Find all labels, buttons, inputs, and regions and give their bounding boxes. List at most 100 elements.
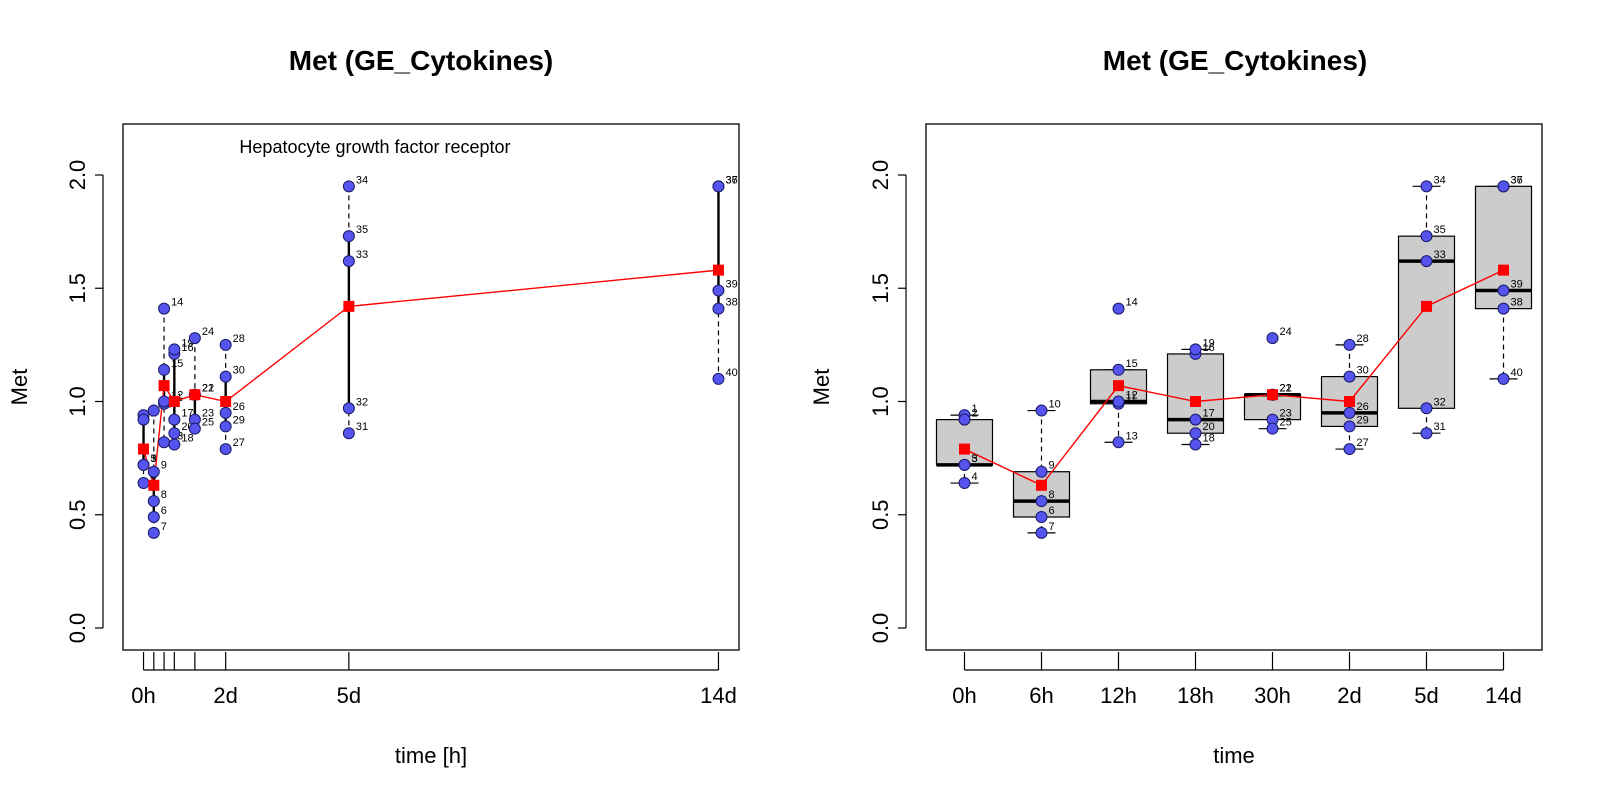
left-point-label: 35 [356, 224, 368, 236]
left-plot-frame [122, 123, 740, 651]
right-x-tick-label: 6h [1029, 683, 1053, 708]
right-data-point [1420, 230, 1433, 243]
right-point-label: 21 [1280, 383, 1292, 395]
left-data-point [342, 402, 355, 415]
right-data-point [1266, 422, 1279, 435]
left-data-point [158, 395, 171, 408]
right-mean-marker [1113, 380, 1124, 392]
left-point-label: 28 [233, 333, 245, 345]
left-scatter-panel: Met (GE_Cytokines) Hepatocyte growth fac… [7, 45, 740, 768]
right-data-marks: 1234567891011121314151617181920212223242… [958, 174, 1523, 539]
right-point-label: 15 [1126, 358, 1138, 370]
left-axes: 0.0 0.5 1.0 1.5 2.0 0h 2d 5d 14d [65, 160, 737, 708]
right-data-point [1035, 511, 1048, 524]
left-data-point [168, 427, 181, 440]
left-point-label: 24 [202, 326, 214, 338]
left-data-marks: 1234567891011121314151617181920212223242… [137, 174, 738, 539]
right-data-point [1035, 404, 1048, 417]
right-y-tick-label: 1.0 [868, 386, 893, 417]
right-boxplot-panel: Met (GE_Cytokines) time Met 0.0 0.5 1.0 1.5… [809, 45, 1543, 768]
left-point-label: 33 [356, 249, 368, 261]
left-data-point [137, 458, 150, 471]
right-data-point [1420, 255, 1433, 268]
left-point-label: 38 [725, 297, 737, 309]
left-x-tick-label: 14d [700, 683, 737, 708]
right-x-tick-label: 14d [1485, 683, 1522, 708]
right-data-point [1035, 495, 1048, 508]
left-data-point [712, 284, 725, 297]
left-data-point [137, 413, 150, 426]
left-data-point [188, 422, 201, 435]
right-data-point [1343, 443, 1356, 456]
left-mean-marker [148, 479, 160, 491]
left-data-point [712, 372, 725, 385]
right-point-label: 22 [1280, 383, 1292, 395]
left-x-tick-label: 2d [213, 683, 237, 708]
left-point-label: 25 [202, 417, 214, 429]
left-data-point [147, 526, 160, 539]
right-chart-title: Met (GE_Cytokines) [1103, 45, 1368, 76]
left-point-label: 29 [233, 414, 245, 426]
right-x-tick-label: 18h [1177, 683, 1214, 708]
right-point-label: 5 [972, 453, 978, 465]
right-boxes [935, 185, 1533, 534]
right-data-point [1189, 343, 1202, 356]
left-point-label: 9 [161, 460, 167, 472]
left-data-point [342, 230, 355, 243]
right-point-label: 38 [1511, 297, 1523, 309]
right-point-label: 19 [1203, 337, 1215, 349]
right-data-point [1035, 526, 1048, 539]
right-y-tick-label: 0.5 [868, 499, 893, 530]
left-point-label: 26 [233, 401, 245, 413]
right-point-label: 6 [1049, 505, 1055, 517]
left-data-point [219, 370, 232, 383]
right-data-point [958, 477, 971, 490]
right-x-tick-label: 5d [1414, 683, 1438, 708]
right-mean-marker [1267, 389, 1278, 401]
right-point-label: 1 [972, 403, 978, 415]
right-point-label: 29 [1357, 414, 1369, 426]
left-chart-annotation: Hepatocyte growth factor receptor [239, 137, 510, 157]
right-x-axis-label: time [1213, 743, 1255, 768]
left-mean-marker [220, 396, 232, 407]
right-mean-marker [1344, 396, 1355, 407]
left-data-point [137, 477, 150, 490]
left-point-label: 30 [233, 365, 245, 377]
left-data-point [342, 427, 355, 440]
right-y-tick-label: 1.5 [868, 273, 893, 304]
right-point-label: 37 [1511, 174, 1523, 186]
right-point-label: 32 [1434, 396, 1446, 408]
right-data-point [1497, 372, 1510, 385]
left-point-label: 8 [161, 489, 167, 501]
left-data-point [158, 436, 171, 449]
left-data-point [147, 495, 160, 508]
right-box [1012, 471, 1071, 518]
right-point-label: 14 [1126, 297, 1138, 309]
right-mean-marker [1190, 396, 1201, 407]
right-x-tick-label: 2d [1337, 683, 1361, 708]
left-point-label: 6 [161, 505, 167, 517]
left-data-point [147, 465, 160, 478]
left-data-point [147, 404, 160, 417]
left-x-tick-label: 5d [337, 683, 361, 708]
left-y-tick-label: 0.5 [65, 499, 90, 530]
left-point-label: 5 [151, 453, 157, 465]
right-mean-marker [1421, 300, 1432, 312]
right-x-tick-label: 0h [952, 683, 976, 708]
right-mean-marker [959, 443, 970, 455]
right-point-label: 9 [1049, 460, 1055, 472]
left-mean-marker [158, 380, 170, 392]
left-data-point [712, 180, 725, 193]
left-point-label: 16 [181, 342, 193, 354]
left-mean-marker [712, 264, 724, 276]
left-y-axis-label: Met [7, 369, 32, 406]
left-y-tick-label: 1.0 [65, 386, 90, 417]
right-point-label: 13 [1126, 430, 1138, 442]
right-axes: 0.0 0.5 1.0 1.5 2.0 0h 6h 12h 18h 30h 2d 5d 14d [868, 160, 1522, 708]
right-data-point [1112, 302, 1125, 315]
left-point-label: 39 [725, 279, 737, 291]
right-mean-line [964, 269, 1504, 487]
left-data-point [168, 343, 181, 356]
right-data-point [1112, 395, 1125, 408]
left-point-label: 18 [181, 433, 193, 445]
